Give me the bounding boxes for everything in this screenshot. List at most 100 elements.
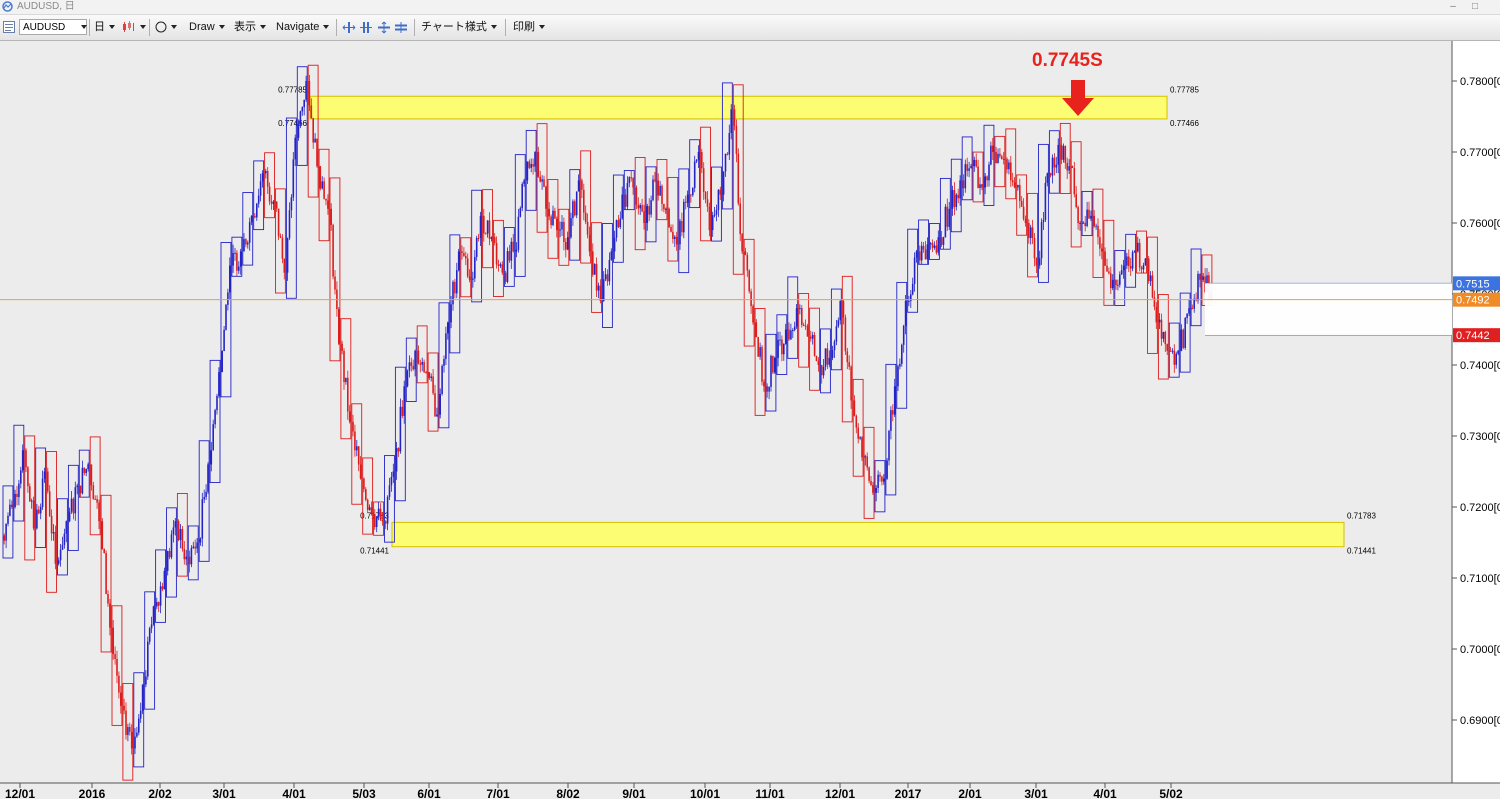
daily-candle	[552, 210, 554, 225]
daily-candle	[690, 194, 692, 196]
daily-candle	[310, 105, 313, 119]
shape-tool-button[interactable]	[155, 18, 177, 37]
daily-candle	[548, 208, 550, 217]
plot-area[interactable]	[0, 41, 1452, 783]
zoom-out-vertical-icon[interactable]	[394, 21, 408, 34]
weekly-range-box	[493, 219, 504, 297]
daily-candle	[781, 339, 783, 355]
daily-candle	[275, 201, 278, 209]
weekly-range-box	[329, 177, 341, 362]
daily-candle	[225, 304, 227, 330]
sr-zone[interactable]	[391, 521, 1345, 548]
daily-candle	[419, 363, 422, 365]
minimize-button[interactable]: –	[1450, 1, 1456, 12]
draw-menu[interactable]: Draw	[189, 18, 225, 37]
chevron-down-icon	[218, 25, 225, 30]
date-axis-label: 9/01	[622, 787, 646, 799]
daily-candle	[1111, 279, 1114, 289]
daily-candle	[1186, 313, 1188, 319]
daily-candle	[107, 594, 109, 604]
weekly-range-box	[1157, 294, 1169, 380]
daily-candle	[837, 320, 840, 327]
timeframe-button[interactable]: 日	[94, 18, 115, 37]
daily-candle	[890, 410, 892, 431]
daily-candle	[788, 329, 790, 340]
daily-candle	[136, 732, 138, 737]
window-title: AUDUSD, 日	[17, 1, 75, 12]
chart-type-button[interactable]	[122, 18, 146, 37]
weekly-range-box	[78, 449, 90, 498]
price-tag-label: 0.7515	[1456, 278, 1490, 290]
daily-candle	[1060, 144, 1063, 160]
weekly-range-box	[721, 82, 733, 210]
date-axis-label: 2/02	[148, 787, 172, 799]
daily-candle	[853, 400, 856, 416]
daily-candle	[992, 145, 994, 152]
weekly-range-box	[656, 159, 668, 221]
daily-candle	[550, 216, 552, 225]
daily-candle	[779, 339, 781, 341]
daily-candle	[942, 237, 945, 245]
weekly-range-box	[122, 683, 134, 781]
zoom-out-horizontal-icon[interactable]	[359, 21, 373, 34]
weekly-range-box	[874, 460, 886, 513]
zoom-in-vertical-icon[interactable]	[377, 21, 391, 34]
weekly-range-box	[852, 378, 864, 477]
daily-candle	[109, 603, 111, 628]
weekly-range-box	[155, 549, 166, 623]
chart-canvas[interactable]: 0.77785 0.77466 0.77785 0.77466 0.71783 0.714…	[0, 41, 1500, 799]
price-chart[interactable]: 0.77785 0.77466 0.77785 0.77466 0.71783 0.714…	[0, 41, 1500, 799]
daily-candle	[1001, 156, 1003, 159]
daily-candle	[343, 350, 345, 383]
chart-menu-icon[interactable]	[3, 21, 15, 33]
weekly-range-box	[591, 222, 602, 313]
daily-candle	[39, 507, 42, 514]
daily-candle	[893, 386, 896, 415]
price-axis-panel[interactable]	[1452, 41, 1500, 783]
sr-zone[interactable]	[309, 95, 1168, 120]
daily-candle	[722, 171, 725, 195]
daily-candle	[892, 410, 894, 415]
daily-candle	[1017, 184, 1019, 188]
zone-top-label-right: 0.77785	[1170, 85, 1199, 94]
weekly-range-box	[24, 435, 36, 561]
daily-candle	[850, 366, 852, 401]
daily-candle	[968, 168, 970, 171]
daily-candle	[239, 251, 242, 267]
daily-candle	[801, 308, 803, 326]
daily-candle	[341, 343, 343, 351]
weekly-range-box	[547, 179, 559, 259]
daily-candle	[120, 692, 122, 706]
display-menu[interactable]: 表示	[234, 18, 266, 37]
daily-candle	[57, 560, 60, 564]
navigate-menu[interactable]: Navigate	[276, 18, 330, 37]
weekly-range-box	[166, 507, 177, 598]
maximize-button[interactable]: □	[1471, 1, 1479, 12]
daily-candle	[663, 203, 665, 210]
daily-candle	[1120, 270, 1123, 275]
daily-candle	[76, 485, 78, 488]
daily-candle	[1044, 182, 1047, 220]
weekly-range-box	[264, 152, 275, 219]
daily-candle	[879, 474, 881, 477]
weekly-range-box	[1103, 219, 1115, 306]
zone-bottom-label-left: 0.71441	[360, 547, 389, 556]
daily-candle	[423, 362, 425, 373]
daily-candle	[1160, 319, 1163, 339]
print-menu[interactable]: 印刷	[513, 18, 545, 37]
daily-candle	[619, 218, 622, 228]
daily-candle	[486, 220, 489, 234]
symbol-dropdown-button[interactable]	[77, 18, 87, 37]
weekly-range-box	[841, 275, 853, 423]
zoom-in-horizontal-icon[interactable]	[342, 21, 356, 34]
daily-candle	[1101, 248, 1103, 252]
daily-candle	[152, 606, 155, 625]
daily-candle	[875, 487, 877, 493]
weekly-range-box	[340, 318, 352, 440]
daily-candle	[212, 424, 214, 451]
weekly-range-box	[144, 591, 156, 710]
daily-candle	[929, 243, 932, 245]
daily-candle	[944, 206, 947, 238]
weekly-range-box	[1059, 122, 1071, 195]
chart-style-menu[interactable]: チャート様式	[421, 18, 497, 37]
